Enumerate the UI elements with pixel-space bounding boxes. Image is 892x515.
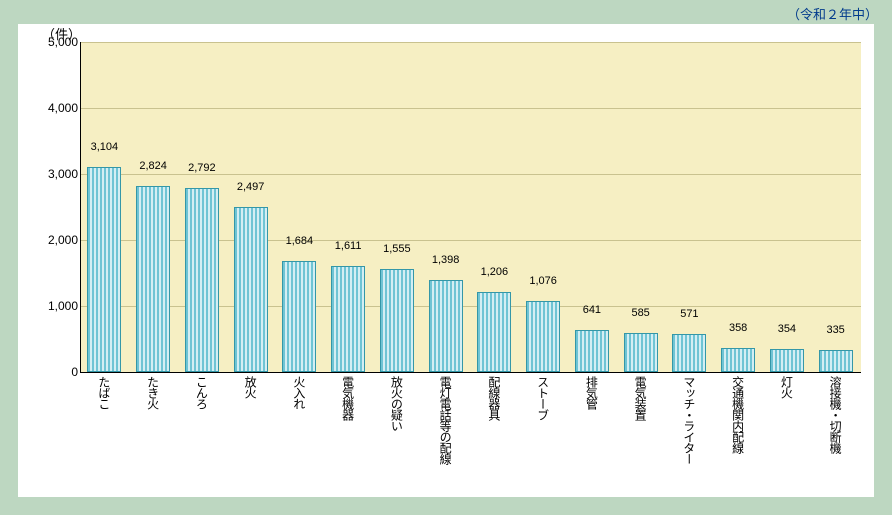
bar-value: 2,824 <box>139 160 167 172</box>
bar <box>185 188 219 372</box>
x-label: 放火の疑い <box>388 376 405 431</box>
bar <box>234 207 268 372</box>
bar <box>429 280 463 372</box>
y-tick: 0 <box>38 365 78 379</box>
bar-value: 641 <box>583 304 601 316</box>
x-label: 電灯電話等の配線 <box>437 376 454 464</box>
x-label: 電気機器 <box>340 376 357 420</box>
bar <box>721 348 755 372</box>
x-label: こんろ <box>193 376 210 409</box>
x-label: 溶接機・切断機 <box>827 376 844 453</box>
bar <box>575 330 609 372</box>
bar <box>624 333 658 372</box>
y-tick: 2,000 <box>38 233 78 247</box>
bar-value: 335 <box>826 324 844 336</box>
bar <box>136 186 170 372</box>
y-tick: 4,000 <box>38 101 78 115</box>
x-labels: たばこ たき火 こんろ 放火 火入れ 電気機器 放火の疑い 電灯電話等の配線 配線器具 ストーブ 排… <box>80 376 860 496</box>
x-label: たき火 <box>145 376 162 409</box>
bar-value: 358 <box>729 322 747 334</box>
bar-value: 1,206 <box>481 266 509 278</box>
bar <box>282 261 316 372</box>
bar <box>819 350 853 372</box>
x-label: たばこ <box>96 376 113 409</box>
bar <box>331 266 365 372</box>
bar-value: 1,076 <box>529 275 557 287</box>
bar <box>672 334 706 372</box>
x-label: ストーブ <box>535 376 552 420</box>
x-label: 放火 <box>242 376 259 398</box>
bar-value: 2,792 <box>188 162 216 174</box>
bar <box>87 167 121 372</box>
bar-value: 354 <box>778 323 796 335</box>
bar-value: 571 <box>680 308 698 320</box>
x-label: 電気装置 <box>632 376 649 420</box>
bar-value: 1,611 <box>335 240 362 252</box>
bar-value: 1,555 <box>383 243 411 255</box>
period-label: （令和２年中） <box>787 4 878 23</box>
bar <box>477 292 511 372</box>
bar-value: 2,497 <box>237 181 265 193</box>
bar-value: 1,398 <box>432 254 460 266</box>
chart-container: （令和２年中） （件） 01,0002,0003,0004,0005,000 3… <box>0 0 892 515</box>
x-label: マッチ・ライター <box>681 376 698 464</box>
bar-value: 3,104 <box>91 141 119 153</box>
x-label: 交通機関内配線 <box>730 376 747 453</box>
y-axis: 01,0002,0003,0004,0005,000 <box>38 42 78 372</box>
bar-value: 585 <box>631 307 649 319</box>
x-label: 火入れ <box>291 376 308 409</box>
bar <box>770 349 804 372</box>
x-label: 配線器具 <box>486 376 503 420</box>
bars-layer: 3,104 2,824 2,792 2,497 1,684 1,611 1,555 1,398… <box>80 42 860 372</box>
x-label: 灯火 <box>778 376 795 398</box>
x-label: 排気管 <box>583 376 600 409</box>
bar <box>380 269 414 372</box>
bar-value: 1,684 <box>286 235 314 247</box>
plot-area: （件） 01,0002,0003,0004,0005,000 3,1042,82… <box>18 24 874 497</box>
y-tick: 5,000 <box>38 35 78 49</box>
bar <box>526 301 560 372</box>
y-tick: 1,000 <box>38 299 78 313</box>
y-tick: 3,000 <box>38 167 78 181</box>
